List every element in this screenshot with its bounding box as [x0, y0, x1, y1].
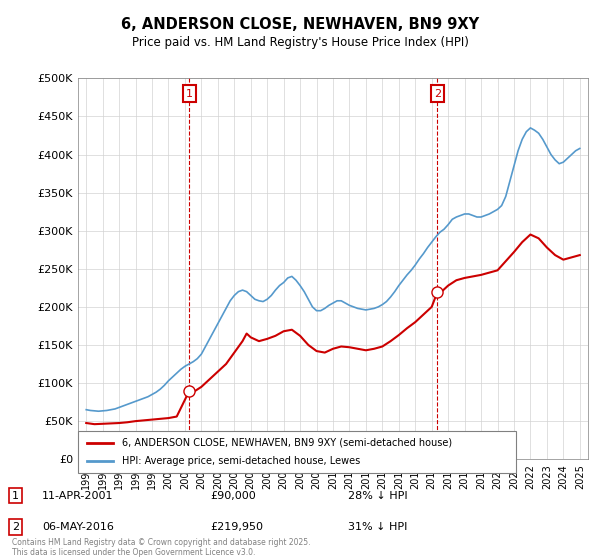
Text: 2: 2: [12, 522, 19, 532]
Text: Contains HM Land Registry data © Crown copyright and database right 2025.
This d: Contains HM Land Registry data © Crown c…: [12, 538, 311, 557]
Text: £90,000: £90,000: [210, 491, 256, 501]
FancyBboxPatch shape: [78, 431, 516, 473]
Text: HPI: Average price, semi-detached house, Lewes: HPI: Average price, semi-detached house,…: [122, 456, 360, 466]
Text: 1: 1: [186, 88, 193, 99]
Text: 6, ANDERSON CLOSE, NEWHAVEN, BN9 9XY (semi-detached house): 6, ANDERSON CLOSE, NEWHAVEN, BN9 9XY (se…: [122, 438, 452, 448]
Text: 31% ↓ HPI: 31% ↓ HPI: [348, 522, 407, 532]
Text: 06-MAY-2016: 06-MAY-2016: [42, 522, 114, 532]
Text: 11-APR-2001: 11-APR-2001: [42, 491, 113, 501]
Text: 6, ANDERSON CLOSE, NEWHAVEN, BN9 9XY: 6, ANDERSON CLOSE, NEWHAVEN, BN9 9XY: [121, 17, 479, 32]
Text: 1: 1: [12, 491, 19, 501]
Text: 2: 2: [434, 88, 441, 99]
Text: £219,950: £219,950: [210, 522, 263, 532]
Text: Price paid vs. HM Land Registry's House Price Index (HPI): Price paid vs. HM Land Registry's House …: [131, 36, 469, 49]
Text: 28% ↓ HPI: 28% ↓ HPI: [348, 491, 407, 501]
